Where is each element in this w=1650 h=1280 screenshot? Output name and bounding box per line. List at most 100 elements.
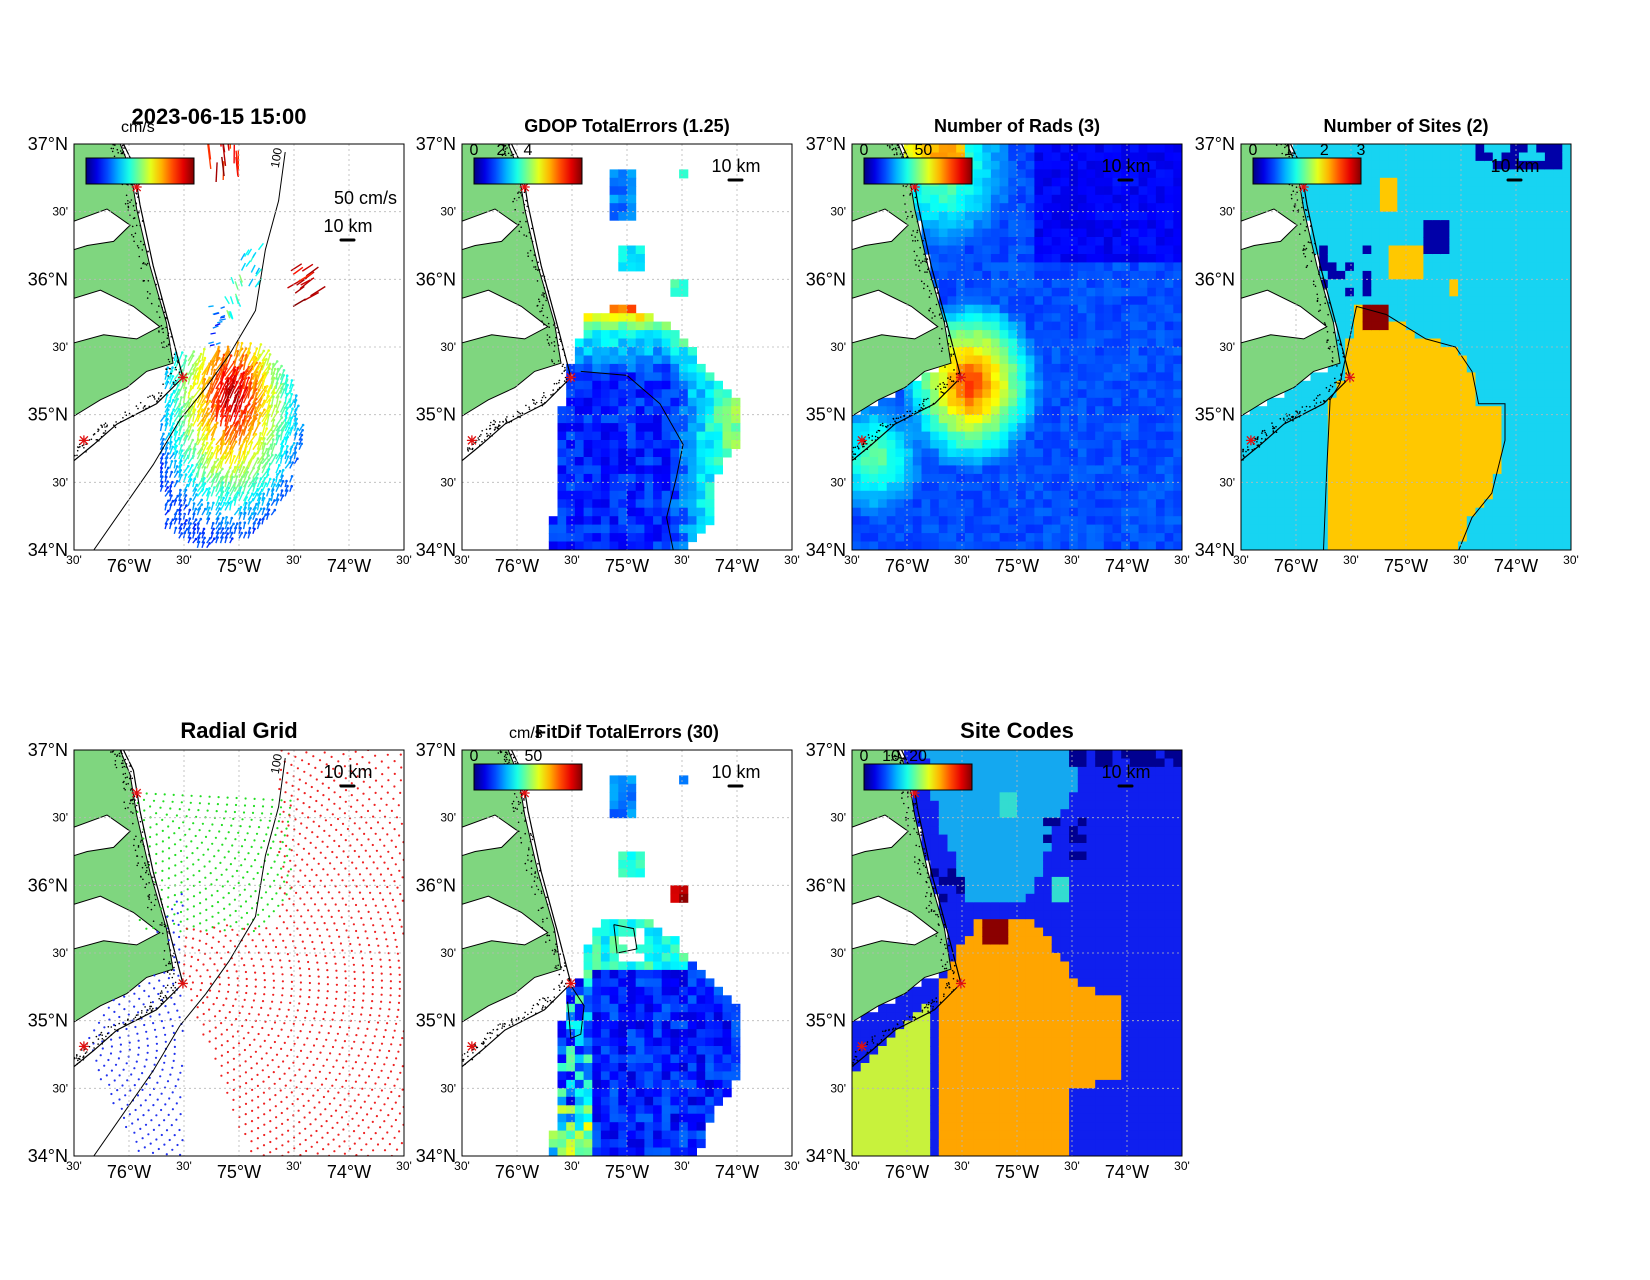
grid-cell bbox=[1121, 491, 1130, 500]
grid-cell bbox=[1000, 144, 1009, 153]
grid-cell bbox=[636, 482, 645, 491]
grid-cell bbox=[982, 279, 991, 288]
coastline-island-dot bbox=[159, 317, 161, 319]
grid-cell bbox=[688, 389, 697, 398]
grid-cell bbox=[1060, 406, 1069, 415]
grid-cell bbox=[1017, 237, 1026, 246]
coastline-island-dot bbox=[847, 458, 849, 460]
grid-cell bbox=[610, 305, 619, 314]
coastline-island-dot bbox=[536, 305, 538, 307]
grid-cell bbox=[1267, 525, 1276, 534]
grid-cell bbox=[913, 474, 922, 483]
grid-cell bbox=[592, 508, 601, 517]
grid-cell bbox=[1026, 499, 1035, 508]
grid-cell bbox=[679, 465, 688, 474]
grid-cell bbox=[1139, 296, 1148, 305]
coastline-island-dot bbox=[529, 232, 531, 234]
grid-cell bbox=[1337, 144, 1346, 153]
grid-cell bbox=[1017, 457, 1026, 466]
grid-cell bbox=[1095, 449, 1104, 458]
grid-cell bbox=[1104, 508, 1113, 517]
grid-cell bbox=[1156, 508, 1165, 517]
current-vector-head bbox=[295, 394, 298, 397]
grid-cell bbox=[549, 542, 558, 551]
grid-cell bbox=[1173, 195, 1182, 204]
map-panel-number-of-sites: 30'37°N76°W30'30'36°N75°W30'30'35°N74°W3… bbox=[1195, 116, 1579, 576]
grid-cell bbox=[1017, 525, 1026, 534]
grid-cell bbox=[636, 432, 645, 441]
grid-cell bbox=[1095, 237, 1104, 246]
grid-cell bbox=[670, 516, 679, 525]
grid-cell bbox=[913, 542, 922, 551]
current-vector-head bbox=[222, 409, 225, 412]
grid-cell bbox=[1165, 482, 1174, 491]
current-vector-head bbox=[254, 356, 257, 359]
grid-cell bbox=[1319, 229, 1328, 238]
coastline-island-dot bbox=[506, 147, 508, 149]
grid-cell bbox=[653, 440, 662, 449]
coastline-island-dot bbox=[894, 421, 896, 423]
coastline-island-dot bbox=[923, 283, 925, 285]
current-vector-head bbox=[190, 372, 193, 375]
grid-cell bbox=[1173, 262, 1182, 271]
grid-cell bbox=[895, 423, 904, 432]
grid-cell bbox=[1095, 178, 1104, 187]
grid-cell bbox=[965, 296, 974, 305]
current-vector-head bbox=[219, 472, 222, 475]
grid-cell bbox=[1250, 482, 1259, 491]
current-vector-head bbox=[162, 433, 165, 436]
grid-cell bbox=[1156, 339, 1165, 348]
grid-cell bbox=[956, 389, 965, 398]
coastline-island-dot bbox=[543, 296, 545, 298]
grid-cell bbox=[1000, 449, 1009, 458]
grid-cell bbox=[1173, 330, 1182, 339]
grid-cell bbox=[982, 288, 991, 297]
grid-cell bbox=[618, 212, 627, 221]
coastline-island-dot bbox=[506, 416, 508, 418]
grid-cell bbox=[723, 440, 732, 449]
lon-tick-label: 30' bbox=[454, 553, 470, 567]
grid-cell bbox=[1250, 525, 1259, 534]
grid-cell bbox=[592, 499, 601, 508]
grid-cell bbox=[1267, 415, 1276, 424]
current-vector-head bbox=[248, 531, 251, 534]
grid-cell bbox=[1104, 381, 1113, 390]
current-vector-head bbox=[282, 445, 285, 448]
grid-cell bbox=[1165, 381, 1174, 390]
grid-cell bbox=[1319, 406, 1328, 415]
coastline-island-dot bbox=[61, 460, 63, 462]
grid-cell bbox=[1008, 449, 1017, 458]
grid-cell bbox=[991, 356, 1000, 365]
coastline-island-dot bbox=[537, 262, 539, 264]
grid-cell bbox=[627, 339, 636, 348]
grid-cell bbox=[1026, 271, 1035, 280]
grid-cell bbox=[1311, 491, 1320, 500]
coastline-island-dot bbox=[543, 324, 545, 326]
grid-cell bbox=[982, 296, 991, 305]
coastline-island-dot bbox=[537, 280, 539, 282]
grid-cell bbox=[939, 271, 948, 280]
grid-cell bbox=[1276, 406, 1285, 415]
grid-cell bbox=[930, 457, 939, 466]
grid-cell bbox=[653, 381, 662, 390]
current-vector-head bbox=[191, 439, 194, 442]
grid-cell bbox=[1147, 313, 1156, 322]
grid-cell bbox=[869, 474, 878, 483]
coastline-island-dot bbox=[518, 412, 520, 414]
grid-cell bbox=[1000, 508, 1009, 517]
grid-cell bbox=[1008, 440, 1017, 449]
grid-cell bbox=[948, 516, 957, 525]
current-vector-head bbox=[221, 476, 224, 479]
grid-cell bbox=[566, 491, 575, 500]
grid-cell bbox=[1000, 491, 1009, 500]
current-vector-head bbox=[208, 507, 211, 510]
grid-cell bbox=[688, 364, 697, 373]
grid-cell bbox=[670, 279, 679, 288]
grid-cell bbox=[1241, 542, 1250, 551]
coastline-island-dot bbox=[554, 322, 556, 324]
grid-cell bbox=[705, 516, 714, 525]
current-vector-head bbox=[264, 375, 267, 378]
grid-cell bbox=[1000, 432, 1009, 441]
grid-cell bbox=[1069, 525, 1078, 534]
grid-cell bbox=[1087, 271, 1096, 280]
